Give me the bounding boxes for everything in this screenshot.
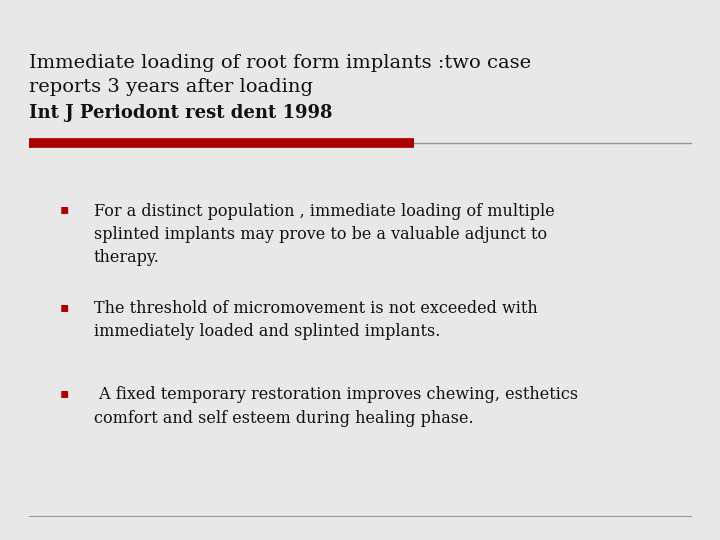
- Text: A fixed temporary restoration improves chewing, esthetics
comfort and self estee: A fixed temporary restoration improves c…: [94, 386, 577, 427]
- Text: For a distinct population , immediate loading of multiple
splinted implants may : For a distinct population , immediate lo…: [94, 202, 554, 267]
- Text: The threshold of micromovement is not exceeded with
immediately loaded and splin: The threshold of micromovement is not ex…: [94, 300, 537, 340]
- Text: Immediate loading of root form implants :two case: Immediate loading of root form implants …: [29, 54, 531, 72]
- Text: Int J Periodont rest dent 1998: Int J Periodont rest dent 1998: [29, 104, 333, 122]
- Text: reports 3 years after loading: reports 3 years after loading: [29, 78, 312, 96]
- Text: ▪: ▪: [60, 202, 70, 217]
- Text: ▪: ▪: [60, 300, 70, 314]
- Text: ▪: ▪: [60, 386, 70, 400]
